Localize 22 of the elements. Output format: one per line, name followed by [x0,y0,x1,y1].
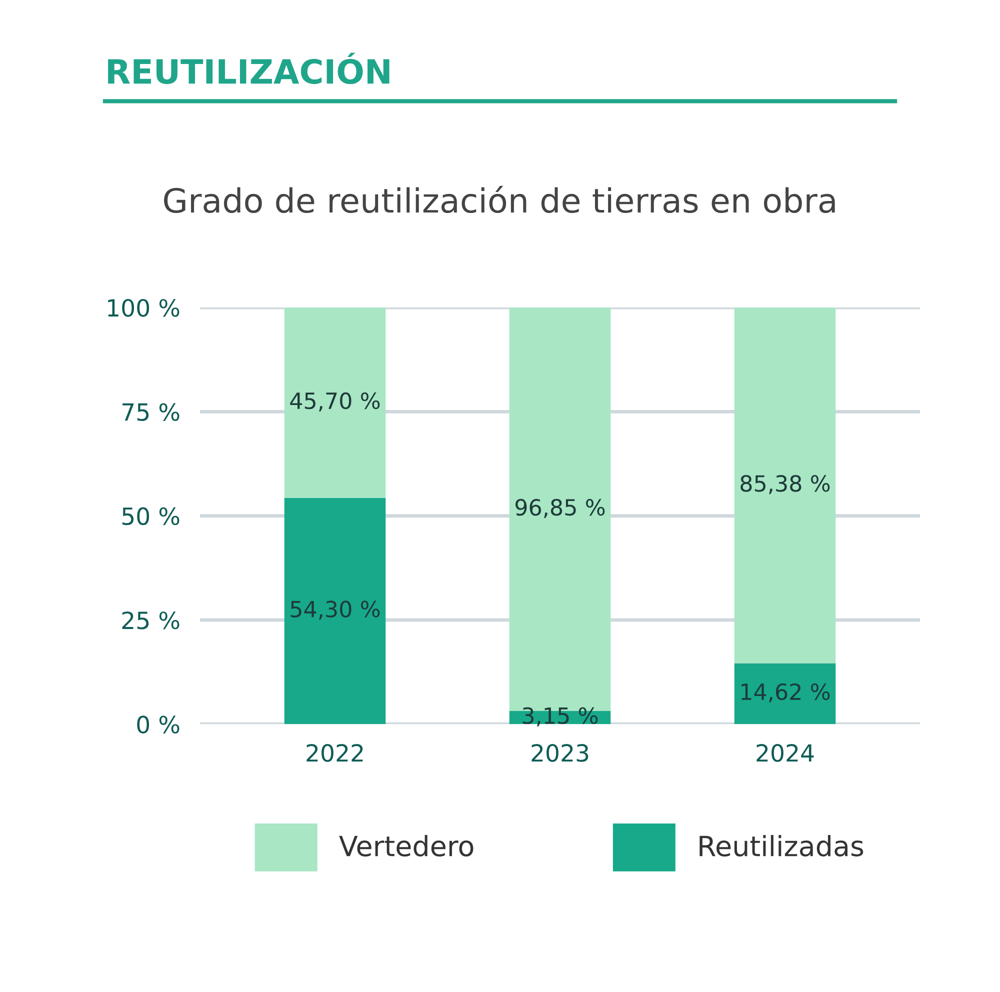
chart-subtitle: Grado de reutilización de tierras en obra [164,186,835,214]
chart-title: REUTILIZACIÓN [108,52,390,84]
data-label: 54,30 % [290,600,380,620]
y-tick-label: 75 % [122,403,180,421]
data-label: 45,70 % [290,392,380,412]
bar [284,498,386,724]
y-tick-label: 50 % [122,507,180,526]
bar [734,308,836,664]
data-label: 96,85 % [516,498,605,518]
data-label: 3,15 % [522,707,598,726]
y-tick-label: 25 % [122,611,180,630]
legend-label: Vertedero [339,834,474,856]
y-tick-label: 0 % [137,716,180,734]
bar [284,308,386,498]
x-tick-label: 2023 [532,744,588,762]
data-label: 14,62 % [742,683,830,702]
x-tick-label: 2024 [756,744,814,762]
bar [734,663,836,724]
x-tick-label: 2022 [306,744,363,762]
data-label: 85,38 % [740,475,830,494]
y-tick-label: 100 % [108,298,180,317]
legend-label: Reutilizadas [700,834,864,856]
